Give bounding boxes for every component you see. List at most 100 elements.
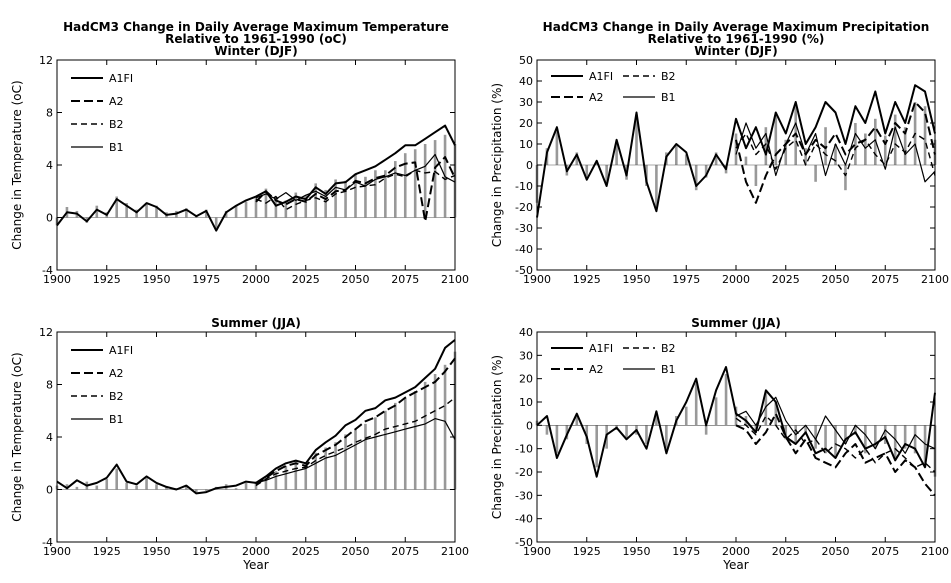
y-tick-label: -50 [515, 264, 533, 277]
chart-panel-2: HadCM3 Change in Daily Average Maximum P… [490, 20, 949, 286]
bar [714, 397, 718, 426]
legend-label-b2: B2 [109, 390, 124, 403]
x-tick-label: 1900 [43, 545, 71, 558]
x-tick-label: 1925 [573, 273, 601, 286]
bar [595, 425, 598, 468]
legend-label-a1fi: A1FI [109, 344, 133, 357]
bar [615, 144, 618, 165]
bar [734, 133, 738, 165]
bar [185, 485, 188, 490]
chart-title: Relative to 1961-1990 (oC) [165, 32, 347, 46]
series-line-a1fi [536, 366, 936, 478]
bar [304, 195, 308, 218]
series-line-b1 [255, 153, 456, 201]
legend-label-b1: B1 [661, 91, 676, 104]
y-tick-label: 12 [39, 326, 53, 339]
bar [893, 114, 897, 165]
bar [135, 485, 138, 490]
bar [443, 364, 447, 490]
bar [413, 149, 417, 218]
bar [384, 410, 387, 490]
bar [403, 397, 407, 490]
y-axis-label: Change in Temperature (oC) [10, 352, 24, 521]
bar [744, 156, 748, 165]
y-tick-label: -20 [515, 201, 533, 214]
chart-title: Summer (JJA) [211, 316, 301, 330]
bar [555, 131, 559, 165]
x-tick-label: 1975 [672, 273, 700, 286]
bar [115, 468, 118, 490]
y-tick-label: -50 [515, 536, 533, 549]
bar [605, 165, 608, 184]
y-tick-label: 10 [519, 396, 533, 409]
y-tick-label: 40 [519, 75, 533, 88]
bar [704, 165, 708, 178]
bar [764, 127, 768, 165]
bar [565, 425, 569, 440]
bar [893, 425, 897, 458]
x-tick-label: 2050 [822, 273, 850, 286]
bar [165, 486, 168, 490]
bar [754, 165, 758, 186]
chart-title: Winter (DJF) [214, 44, 297, 58]
series-line-b2 [255, 169, 456, 211]
chart-title: Winter (DJF) [694, 44, 777, 58]
bar [155, 205, 158, 218]
chart-title: HadCM3 Change in Daily Average Maximum P… [543, 20, 930, 34]
bar [284, 465, 288, 490]
x-tick-label: 1950 [143, 273, 171, 286]
bar [423, 381, 427, 490]
series-line-b2 [735, 132, 936, 177]
legend-label-b2: B2 [661, 342, 676, 355]
bar [585, 165, 589, 178]
x-tick-label: 1925 [93, 273, 121, 286]
chart-title: HadCM3 Change in Daily Average Maximum T… [63, 20, 449, 34]
y-tick-label: 20 [519, 373, 533, 386]
bar [334, 442, 337, 490]
bar [724, 374, 728, 426]
bar [125, 482, 128, 490]
bar [115, 196, 118, 218]
series-line-a1fi [56, 124, 456, 232]
bar [304, 464, 308, 490]
bar [824, 425, 827, 454]
bar [264, 476, 268, 490]
y-tick-label: -40 [515, 243, 533, 256]
series-line-b1 [735, 122, 936, 183]
bar [95, 205, 99, 218]
chart-panel-1: HadCM3 Change in Daily Average Maximum T… [10, 20, 469, 286]
bar [575, 416, 579, 426]
bar [903, 425, 907, 449]
chart-title: Relative to 1961-1990 (%) [648, 32, 825, 46]
x-axis-label: Year [722, 558, 748, 572]
bar [923, 106, 927, 165]
bar [883, 135, 887, 165]
bar [394, 161, 397, 218]
x-tick-label: 2100 [921, 273, 949, 286]
x-tick-label: 1900 [523, 273, 551, 286]
bar [575, 152, 579, 165]
legend-label-b2: B2 [109, 118, 124, 131]
bar [635, 114, 638, 165]
bar [844, 425, 847, 444]
x-tick-label: 1925 [93, 545, 121, 558]
bar [913, 425, 917, 454]
bar [294, 460, 298, 490]
bar [854, 123, 857, 165]
y-tick-label: 50 [519, 54, 533, 67]
bar [804, 148, 807, 165]
bar [374, 417, 377, 490]
bar [834, 144, 837, 165]
bar [433, 140, 437, 218]
x-tick-label: 2000 [242, 273, 270, 286]
y-tick-label: -10 [515, 443, 533, 456]
bar [324, 189, 327, 218]
x-tick-label: 1925 [573, 545, 601, 558]
y-axis-label: Change in Temperature (oC) [10, 80, 24, 249]
x-tick-label: 2000 [242, 545, 270, 558]
bar [234, 205, 238, 218]
bar [413, 391, 417, 490]
y-tick-label: 30 [519, 96, 533, 109]
x-tick-label: 2025 [292, 273, 320, 286]
bar [105, 479, 109, 490]
